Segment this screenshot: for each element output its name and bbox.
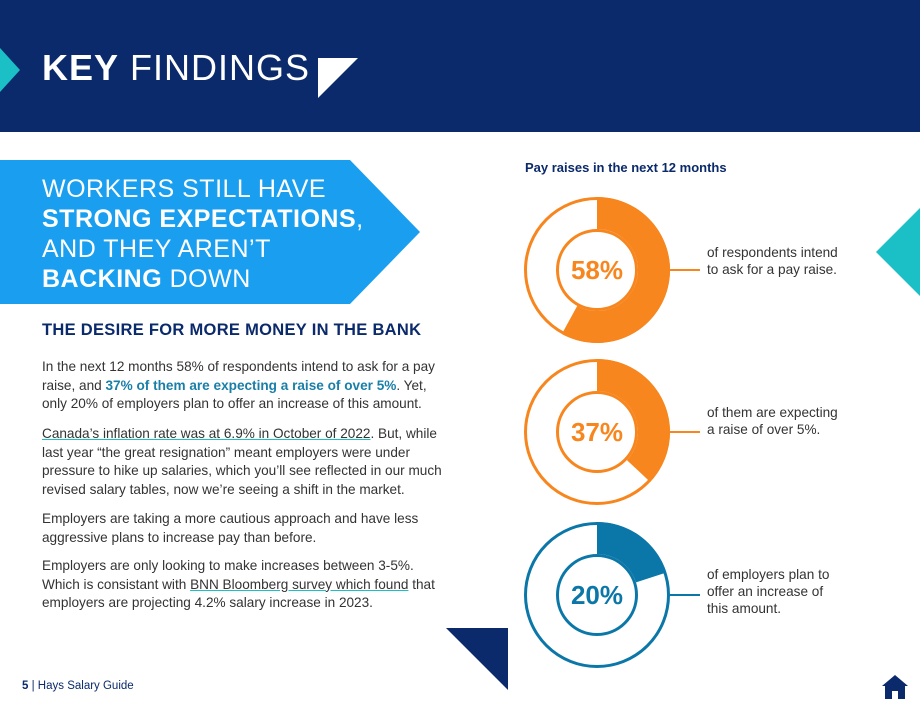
headline-line-3: AND THEY AREN’T <box>42 235 271 263</box>
donut-value-label-1: 58% <box>571 255 623 285</box>
paragraph-3: Employers are taking a more cautious app… <box>42 511 419 545</box>
page-title: KEY FINDINGS <box>42 47 311 88</box>
inflation-link[interactable]: Canada’s inflation rate was at 6.9% in O… <box>42 426 371 441</box>
donut-segment-2 <box>597 359 670 482</box>
triangle-decoration <box>446 628 508 690</box>
page-number: 5 <box>22 680 29 692</box>
triangle-decoration <box>876 208 920 296</box>
headline-line-4: BACKING DOWN <box>42 265 251 293</box>
donut-segment-3 <box>597 522 667 583</box>
donut-segment-1 <box>561 197 670 343</box>
section-heading: THE DESIRE FOR MORE MONEY IN THE BANK <box>42 321 422 339</box>
headline-line-2: STRONG EXPECTATIONS, <box>42 205 364 233</box>
paragraph-1: In the next 12 months 58% of respondents… <box>42 359 435 411</box>
footer-text: Hays Salary Guide <box>37 680 134 692</box>
donut-value-label-3: 20% <box>571 580 623 610</box>
donut-inner-ring-3 <box>556 554 638 636</box>
stat-description-2: of them are expecting a raise of over 5%… <box>707 405 838 437</box>
headline-text: WORKERS STILL HAVE STRONG EXPECTATIONS, … <box>42 174 364 294</box>
header-band <box>0 0 920 132</box>
donut-charts: 58% 37% 20% <box>524 197 700 668</box>
header-arrow-decoration <box>0 48 20 92</box>
donut-inner-ring-1 <box>556 229 638 311</box>
footer: 5 | Hays Salary Guide <box>22 680 134 692</box>
stat-description-3: of employers plan to offer an increase o… <box>707 567 830 616</box>
triangle-decoration <box>318 58 358 98</box>
headline-line-1: WORKERS STILL HAVE <box>42 175 327 203</box>
stat-description-1: of respondents intend to ask for a pay r… <box>707 245 838 277</box>
home-icon[interactable] <box>880 672 910 702</box>
paragraph-2: Canada’s inflation rate was at 6.9% in O… <box>42 426 442 497</box>
donut-inner-ring-2 <box>556 391 638 473</box>
donut-value-label-2: 37% <box>571 417 623 447</box>
headline-banner <box>0 160 420 304</box>
chart-title: Pay raises in the next 12 months <box>525 160 727 175</box>
paragraph-4: Employers are only looking to make incre… <box>42 558 435 610</box>
bloomberg-link[interactable]: BNN Bloomberg survey which found <box>190 576 409 592</box>
